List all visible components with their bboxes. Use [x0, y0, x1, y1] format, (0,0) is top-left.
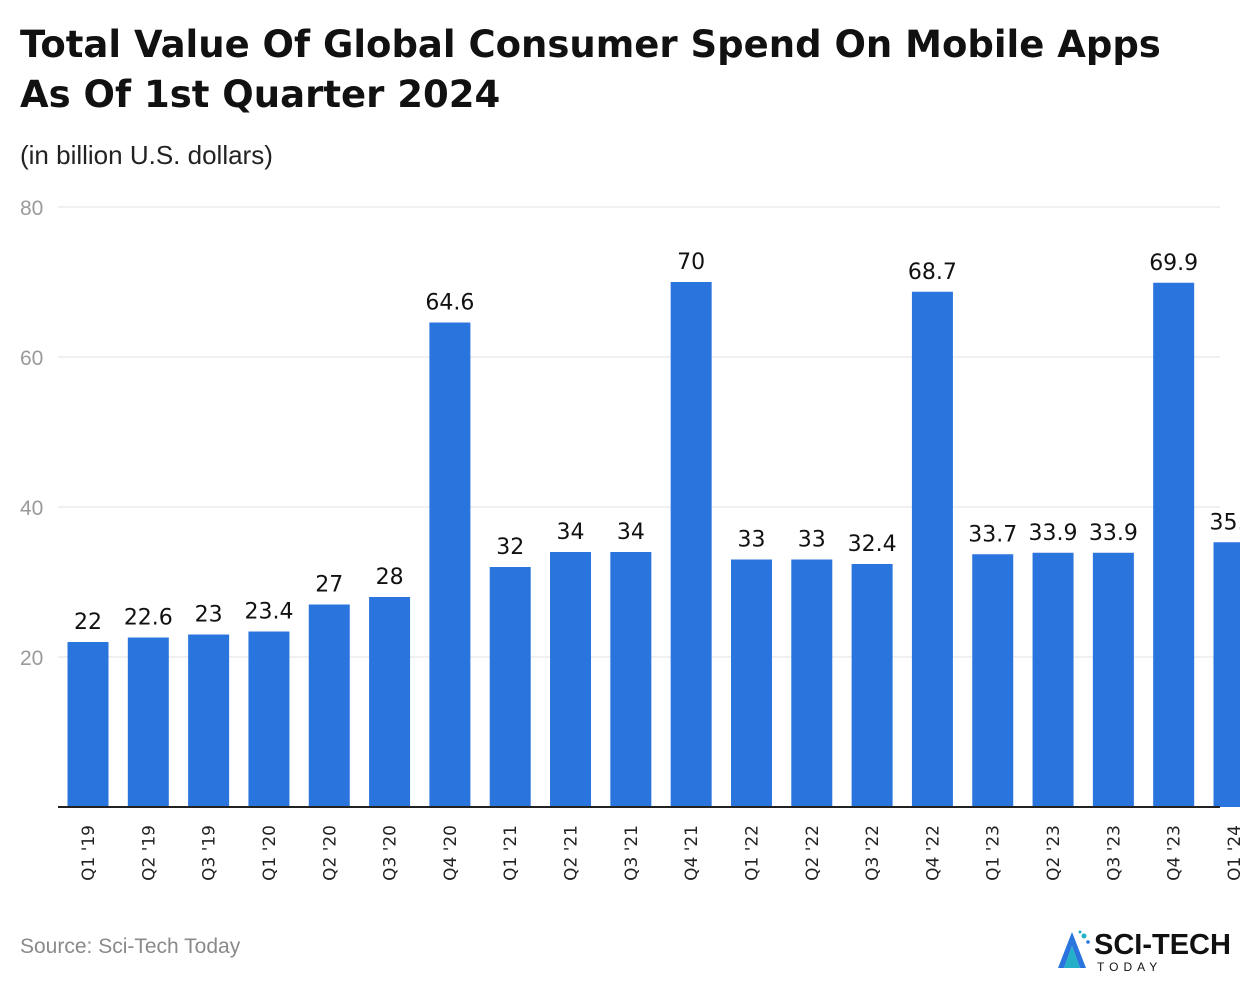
- data-label: 34: [617, 520, 645, 545]
- data-label: 33.9: [1029, 521, 1078, 546]
- source-note: Source: Sci-Tech Today: [20, 935, 241, 958]
- x-tick-label: Q1 '19: [79, 825, 99, 881]
- data-label: 64.6: [425, 291, 474, 316]
- x-tick-label: Q4 '22: [923, 825, 943, 881]
- data-label: 28: [376, 565, 404, 590]
- x-tick-label: Q1 '20: [260, 825, 280, 881]
- bar: [550, 552, 592, 807]
- x-tick-label: Q1 '21: [501, 825, 521, 881]
- data-label: 22: [74, 610, 102, 635]
- bar: [911, 291, 953, 807]
- bar: [369, 597, 411, 807]
- data-label: 23.4: [244, 600, 293, 625]
- x-tick-label: Q1 '24: [1225, 825, 1240, 881]
- y-tick-label: 40: [20, 497, 43, 520]
- data-label: 35.3: [1210, 510, 1240, 535]
- data-label: 33.7: [968, 522, 1017, 547]
- bar: [730, 559, 772, 807]
- bar: [1032, 552, 1074, 807]
- x-tick-label: Q2 '23: [1044, 825, 1064, 881]
- bar: [1213, 542, 1240, 807]
- x-tick-label: Q2 '19: [139, 825, 159, 881]
- x-tick-label: Q2 '20: [320, 825, 340, 881]
- bar: [851, 564, 893, 807]
- sci-tech-logo-icon: [1058, 930, 1090, 968]
- bar: [248, 631, 290, 807]
- data-label: 69.9: [1149, 251, 1198, 276]
- x-tick-label: Q4 '20: [441, 825, 461, 881]
- x-tick-label: Q2 '22: [803, 825, 823, 881]
- x-tick-label: Q1 '23: [984, 825, 1004, 881]
- x-tick-label: Q4 '23: [1165, 825, 1185, 881]
- x-tick-label: Q3 '21: [622, 825, 642, 881]
- y-tick-label: 20: [20, 647, 43, 670]
- bar: [972, 554, 1014, 807]
- data-label: 33.9: [1089, 521, 1138, 546]
- data-label: 32: [496, 535, 524, 560]
- data-label: 33: [737, 528, 765, 553]
- chart-subtitle: (in billion U.S. dollars): [20, 140, 273, 170]
- bar: [67, 642, 109, 807]
- data-label: 22.6: [124, 606, 173, 631]
- data-label: 34: [557, 520, 585, 545]
- chart-title: Total Value Of Global Consumer Spend On …: [20, 23, 1161, 116]
- x-tick-label: Q3 '20: [381, 825, 401, 881]
- logo-name: SCI-TECH: [1094, 929, 1231, 961]
- y-tick-label: 80: [20, 197, 43, 220]
- bar: [429, 322, 471, 807]
- data-label: 32.4: [848, 532, 897, 557]
- data-label: 33: [798, 528, 826, 553]
- bar: [188, 634, 230, 807]
- y-tick-label: 60: [20, 347, 43, 370]
- x-tick-label: Q3 '22: [863, 825, 883, 881]
- x-tick-label: Q3 '23: [1104, 825, 1124, 881]
- bar: [489, 567, 531, 807]
- x-tick-label: Q3 '19: [200, 825, 220, 881]
- bar: [1153, 282, 1195, 807]
- bar: [791, 559, 833, 807]
- bar-chart: 20 40 60 80 22 Q1 '19 22.6 Q2 '19 23 Q3 '19 23.4 Q1…: [20, 197, 1240, 881]
- x-tick-label: Q1 '22: [742, 825, 762, 881]
- data-label: 68.7: [908, 260, 957, 285]
- data-label: 23: [195, 603, 223, 628]
- bar: [127, 637, 169, 807]
- data-label: 70: [677, 250, 705, 275]
- logo-tagline: TODAY: [1097, 960, 1163, 974]
- x-tick-label: Q4 '21: [682, 825, 702, 881]
- bar: [1092, 552, 1134, 807]
- data-label: 27: [315, 573, 343, 598]
- bar: [308, 604, 350, 807]
- x-tick-label: Q2 '21: [562, 825, 582, 881]
- bar: [670, 282, 712, 807]
- bar: [610, 552, 652, 807]
